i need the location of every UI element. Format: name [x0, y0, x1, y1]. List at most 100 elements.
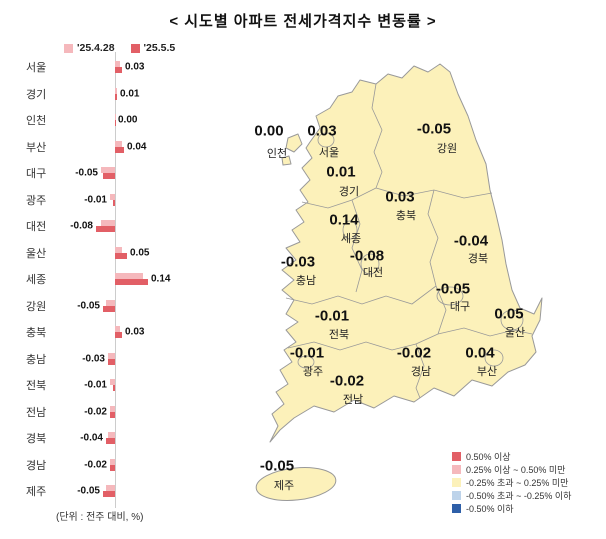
bar-current	[110, 411, 115, 418]
bar-area: -0.03	[70, 346, 234, 373]
map-legend-swatch-icon	[452, 452, 461, 461]
bar-row: 서울 0.03	[22, 54, 236, 81]
region-label: 대전	[26, 221, 47, 234]
province-borders	[285, 83, 533, 399]
bar-previous	[106, 485, 115, 491]
map-legend-swatch-icon	[452, 491, 461, 500]
bar-row: 강원 -0.05	[22, 293, 236, 320]
bar-value-label: -0.02	[84, 459, 107, 471]
bar-row: 세종 0.14	[22, 266, 236, 293]
bar-current	[113, 385, 115, 391]
bar-chart-legend: '25.4.28 '25.5.5	[64, 42, 175, 54]
bar-value-label: -0.08	[70, 220, 93, 232]
map-legend-row: 0.50% 이상	[452, 450, 571, 463]
bar-value-label: -0.01	[84, 194, 107, 206]
region-label: 대구	[26, 168, 47, 181]
bar-previous	[108, 352, 115, 359]
map-legend-label: 0.25% 이상 ~ 0.50% 미만	[466, 465, 566, 475]
bar-area: -0.05	[70, 293, 234, 320]
bar-area: -0.04	[70, 425, 234, 452]
map-legend-row: -0.50% 초과 ~ -0.25% 이하	[452, 489, 571, 502]
map-legend: 0.50% 이상 0.25% 이상 ~ 0.50% 미만 -0.25% 초과 ~ 0…	[452, 450, 571, 515]
page-title: < 시도별 아파트 전세가격지수 변동률 >	[169, 13, 437, 30]
legend-item-cur: '25.5.5	[130, 42, 176, 54]
seoul-boundary	[317, 132, 335, 148]
bar-current	[103, 173, 115, 179]
bar-previous	[115, 114, 116, 120]
bar-previous	[110, 405, 115, 412]
legend-swatch-cur-icon	[130, 43, 140, 53]
ganghwa-island	[285, 133, 303, 153]
bar-current	[113, 199, 115, 206]
bar-row: 경북 -0.04	[22, 425, 236, 452]
bar-current	[115, 332, 122, 338]
region-label: 강원	[26, 300, 47, 313]
unit-note: (단위 : 전주 대비, %)	[56, 512, 144, 523]
bar-current	[115, 252, 127, 259]
jeju-island	[255, 467, 337, 501]
bar-area: 0.03	[70, 54, 234, 81]
bar-area: -0.02	[70, 452, 234, 479]
bar-area: 0.01	[70, 81, 234, 108]
bar-value-label: -0.05	[77, 300, 100, 312]
region-label: 전남	[26, 406, 47, 419]
region-label: 경북	[26, 433, 47, 446]
legend-item-prev: '25.4.28	[64, 42, 115, 54]
bar-value-label: 0.04	[127, 141, 147, 153]
map-legend-label: 0.50% 이상	[466, 452, 511, 462]
korea-map-svg	[255, 63, 543, 501]
bar-row: 충북 0.03	[22, 319, 236, 346]
daegu-boundary	[436, 286, 464, 306]
bar-row: 제주 -0.05	[22, 478, 236, 505]
bar-area: -0.05	[70, 160, 234, 187]
map-legend-row: 0.25% 이상 ~ 0.50% 미만	[452, 463, 571, 476]
bar-previous	[110, 193, 115, 200]
mainland-outline	[269, 63, 543, 443]
legend-label-cur: '25.5.5	[143, 42, 176, 54]
region-label: 충북	[26, 327, 47, 340]
bar-value-label: -0.01	[84, 379, 107, 391]
bar-current	[103, 305, 115, 312]
bar-value-label: -0.05	[77, 485, 100, 497]
bar-row: 경남 -0.02	[22, 452, 236, 479]
map-legend-swatch-icon	[452, 504, 461, 513]
bar-value-label: -0.05	[75, 167, 98, 179]
bar-current	[115, 120, 116, 126]
region-label: 세종	[26, 274, 47, 287]
region-label: 충남	[26, 353, 47, 366]
bar-value-label: -0.04	[80, 432, 103, 444]
bar-current	[115, 279, 148, 285]
bar-row: 전남 -0.02	[22, 399, 236, 426]
west-small-island	[281, 155, 292, 166]
sejong-boundary	[342, 220, 358, 240]
bar-previous	[115, 246, 122, 253]
bar-previous	[108, 432, 115, 438]
bar-previous	[115, 326, 120, 332]
map-legend-label: -0.25% 초과 ~ 0.25% 미만	[466, 478, 569, 488]
bar-row: 인천 0.00	[22, 107, 236, 134]
bar-area: 0.04	[70, 134, 234, 161]
bar-row: 충남 -0.03	[22, 346, 236, 373]
bar-previous	[101, 167, 115, 173]
region-label: 서울	[26, 62, 47, 75]
region-label: 울산	[26, 247, 47, 260]
ulsan-boundary	[500, 309, 524, 331]
bar-value-label: 0.00	[118, 114, 138, 126]
bar-previous	[115, 87, 117, 94]
daejeon-boundary	[360, 253, 380, 275]
map-legend-swatch-icon	[452, 478, 461, 487]
bar-previous	[106, 299, 115, 306]
bar-previous	[110, 379, 115, 385]
bar-area: -0.05	[70, 478, 234, 505]
bar-value-label: 0.03	[125, 61, 145, 73]
bar-area: 0.03	[70, 319, 234, 346]
bar-previous	[115, 61, 120, 67]
bar-value-label: 0.05	[130, 247, 150, 259]
bar-current	[110, 464, 115, 471]
map-legend-label: -0.50% 초과 ~ -0.25% 이하	[466, 491, 572, 501]
map-legend-swatch-icon	[452, 465, 461, 474]
bar-area: -0.01	[70, 187, 234, 214]
region-label: 제주	[26, 486, 47, 499]
busan-boundary	[484, 349, 504, 367]
bar-area: -0.08	[70, 213, 234, 240]
